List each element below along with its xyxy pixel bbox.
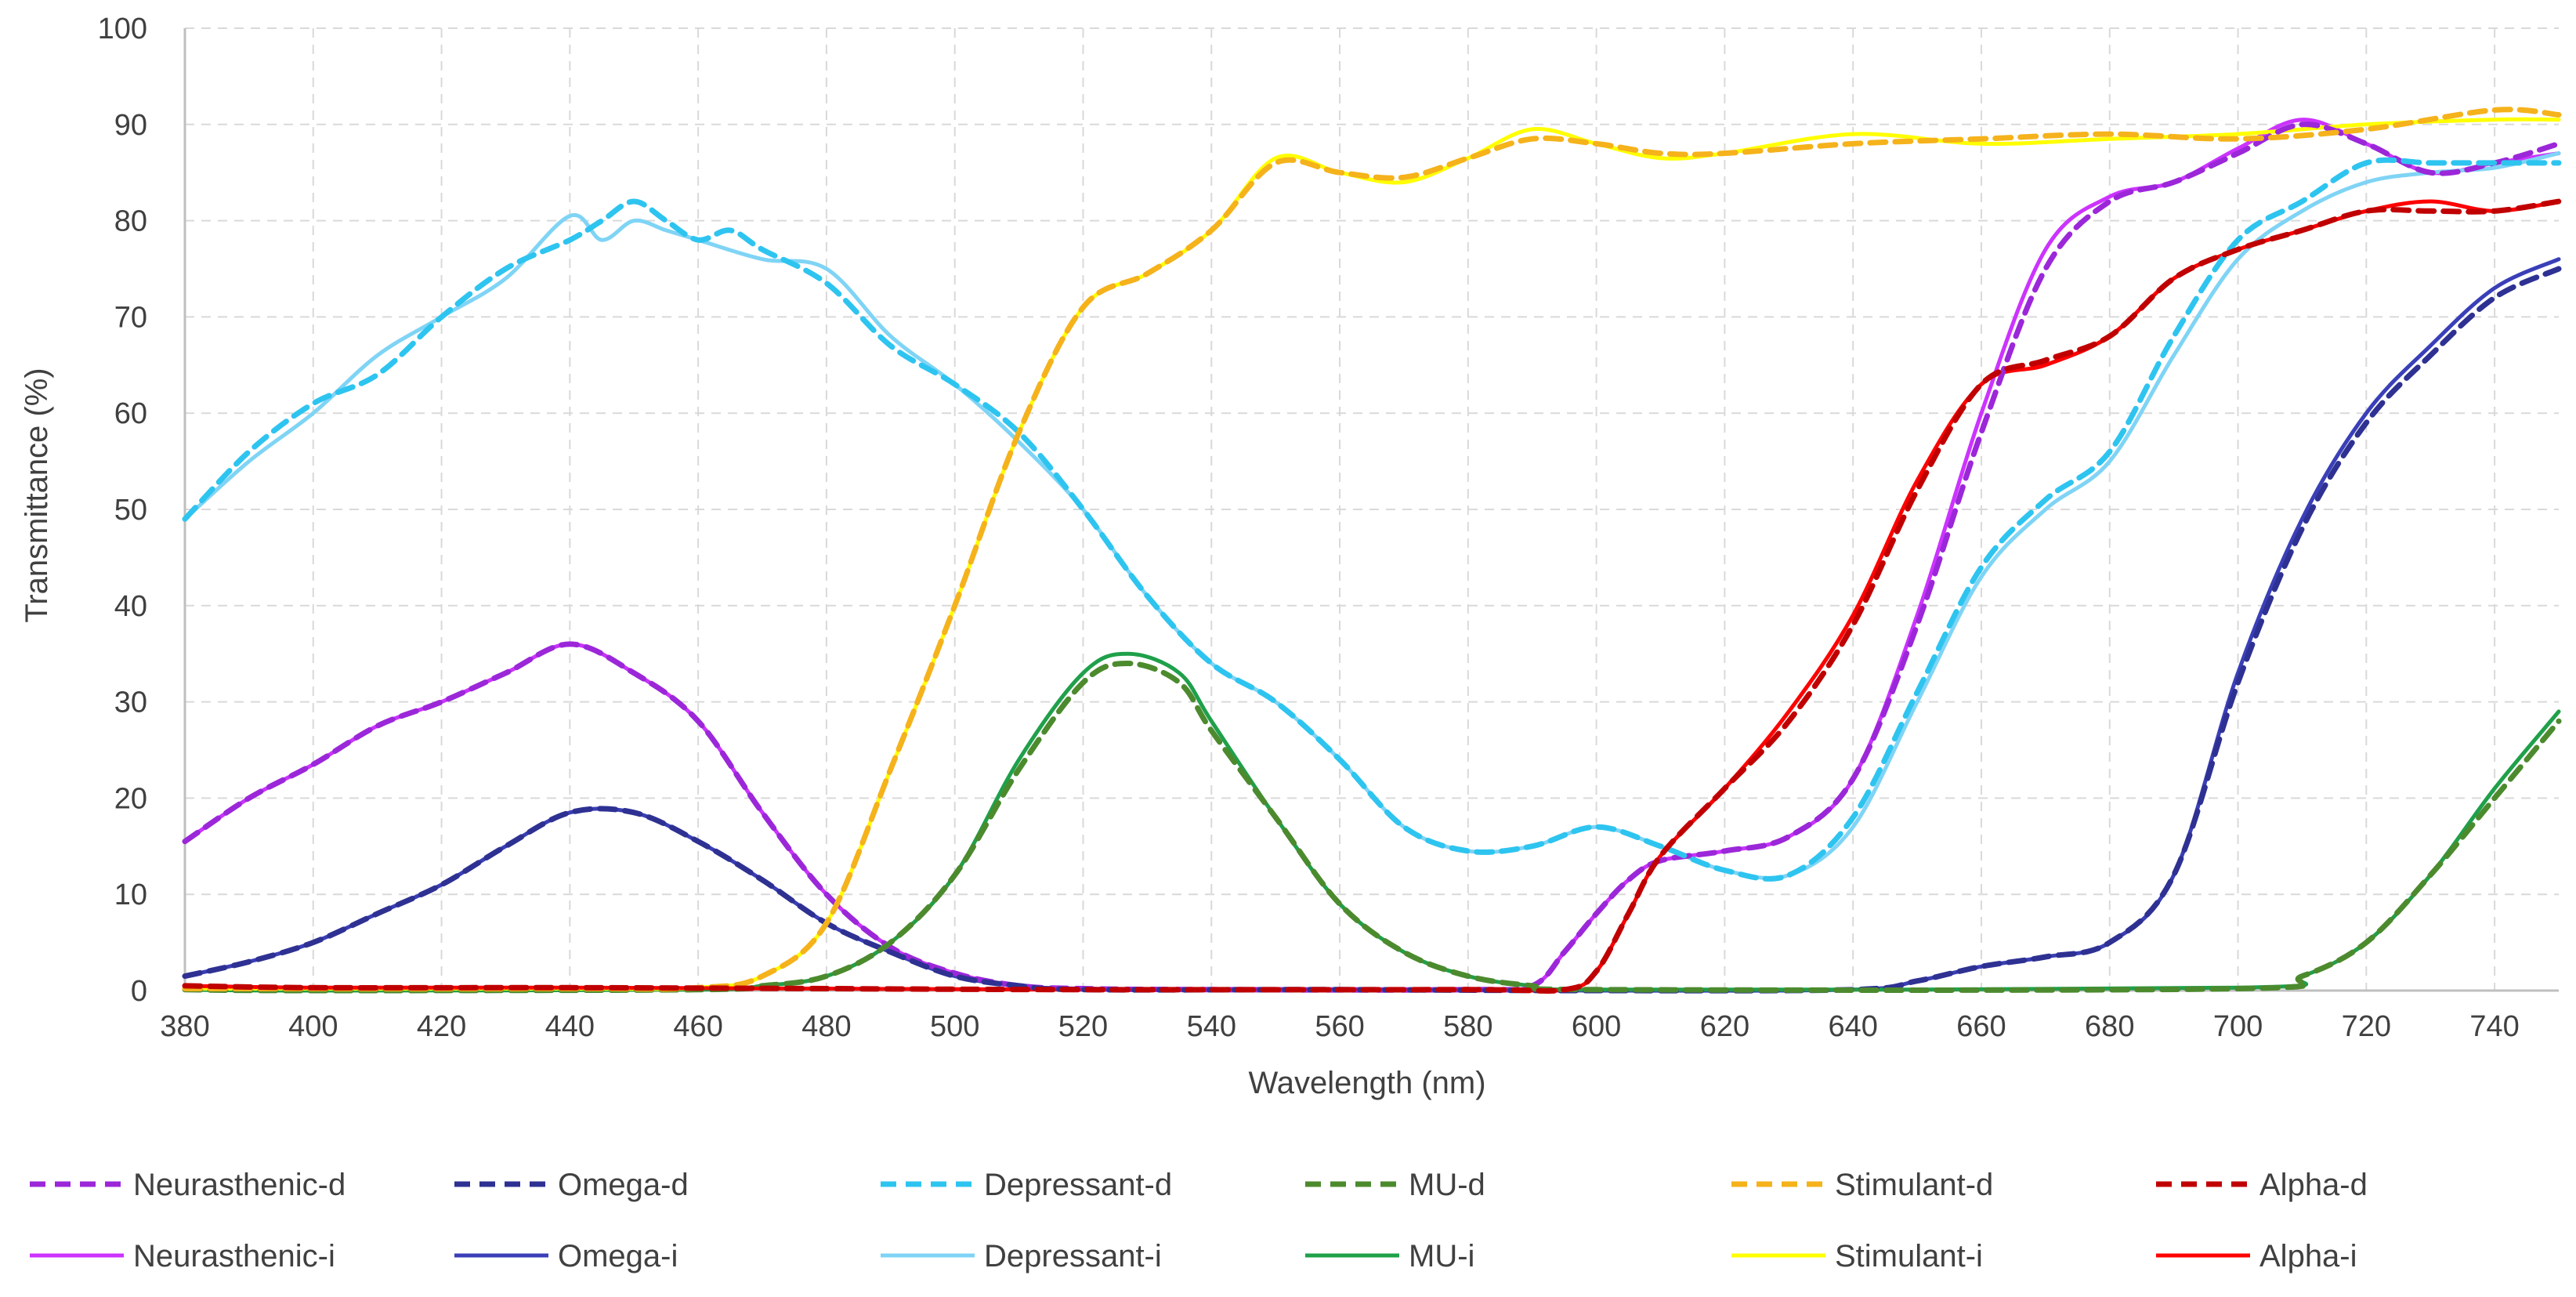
tick-labels: 0 10 20 30 40 50 60 70 80 90 100 380 400 420 440 460 480…: [98, 13, 2520, 1043]
legend-label: Neurasthenic-i: [133, 1239, 335, 1273]
series-line-neurasthenic-d: [182, 121, 2562, 993]
x-tick-label: 400: [288, 1010, 338, 1043]
x-tick-label: 520: [1058, 1010, 1108, 1043]
legend-label: Omega-d: [558, 1168, 689, 1202]
legend-label: Stimulant-d: [1835, 1168, 1993, 1202]
series-line-omega-d: [182, 266, 2562, 994]
series-line-stimulant-d: [182, 107, 2562, 992]
x-tick-label: 380: [160, 1010, 209, 1043]
x-tick-label: 720: [2342, 1010, 2391, 1043]
legend-item-neurasthenic-i: Neurasthenic-i: [30, 1239, 335, 1273]
legend-item-mu-i: MU-i: [1305, 1239, 1474, 1273]
y-tick-label: 70: [114, 301, 147, 334]
legend-label: Stimulant-i: [1835, 1239, 1983, 1273]
x-tick-label: 540: [1187, 1010, 1236, 1043]
legend-item-mu-d: MU-d: [1305, 1168, 1485, 1202]
x-tick-label: 480: [801, 1010, 851, 1043]
x-tick-label: 620: [1700, 1010, 1749, 1043]
legend-label: MU-d: [1409, 1168, 1485, 1202]
legend: Neurasthenic-d Omega-d Depressant-d MU-d Sti…: [30, 1168, 2368, 1273]
x-tick-label: 700: [2213, 1010, 2263, 1043]
y-tick-label: 50: [114, 494, 147, 527]
y-tick-label: 40: [114, 590, 147, 623]
series-line-mu-d: [182, 661, 2562, 994]
legend-label: Depressant-i: [984, 1239, 1162, 1273]
x-tick-label: 560: [1315, 1010, 1364, 1043]
x-tick-label: 580: [1443, 1010, 1492, 1043]
series-line-alpha-d: [182, 198, 2562, 994]
legend-item-stimulant-i: Stimulant-i: [1731, 1239, 1983, 1273]
x-tick-label: 660: [1956, 1010, 2006, 1043]
legend-item-stimulant-d: Stimulant-d: [1731, 1168, 1993, 1202]
legend-item-omega-d: Omega-d: [454, 1168, 689, 1202]
x-tick-label: 460: [673, 1010, 722, 1043]
y-tick-label: 0: [131, 975, 147, 1008]
series-line-depressant-d: [182, 157, 2562, 882]
series-line-omega-i: [183, 257, 2561, 993]
legend-item-neurasthenic-d: Neurasthenic-d: [30, 1168, 346, 1202]
legend-label: MU-i: [1409, 1239, 1474, 1273]
legend-label: Depressant-d: [984, 1168, 1172, 1202]
legend-item-depressant-d: Depressant-d: [881, 1168, 1172, 1202]
legend-label: Neurasthenic-d: [133, 1168, 346, 1202]
y-axis-title: Transmittance (%): [20, 368, 54, 622]
x-tick-label: 640: [1828, 1010, 1877, 1043]
grid-lines: [185, 27, 2559, 991]
x-tick-label: 440: [545, 1010, 595, 1043]
x-tick-label: 420: [417, 1010, 466, 1043]
legend-item-alpha-i: Alpha-i: [2156, 1239, 2357, 1273]
x-tick-label: 740: [2469, 1010, 2519, 1043]
y-tick-label: 100: [98, 13, 147, 45]
legend-item-omega-i: Omega-i: [454, 1239, 678, 1273]
legend-item-alpha-d: Alpha-d: [2156, 1168, 2368, 1202]
x-tick-label: 680: [2085, 1010, 2134, 1043]
y-tick-label: 90: [114, 109, 147, 142]
legend-item-depressant-i: Depressant-i: [881, 1239, 1162, 1273]
y-tick-label: 30: [114, 687, 147, 719]
series-line-alpha-i: [183, 199, 2561, 994]
y-tick-label: 60: [114, 397, 147, 430]
x-axis-title: Wavelength (nm): [1248, 1066, 1485, 1100]
x-tick-label: 500: [930, 1010, 979, 1043]
y-tick-label: 10: [114, 879, 147, 911]
legend-label: Alpha-d: [2259, 1168, 2368, 1202]
series-lines: [182, 107, 2562, 994]
x-tick-label: 600: [1572, 1010, 1621, 1043]
y-tick-label: 80: [114, 205, 147, 238]
legend-label: Omega-i: [558, 1239, 678, 1273]
legend-label: Alpha-i: [2259, 1239, 2357, 1273]
y-tick-label: 20: [114, 782, 147, 815]
